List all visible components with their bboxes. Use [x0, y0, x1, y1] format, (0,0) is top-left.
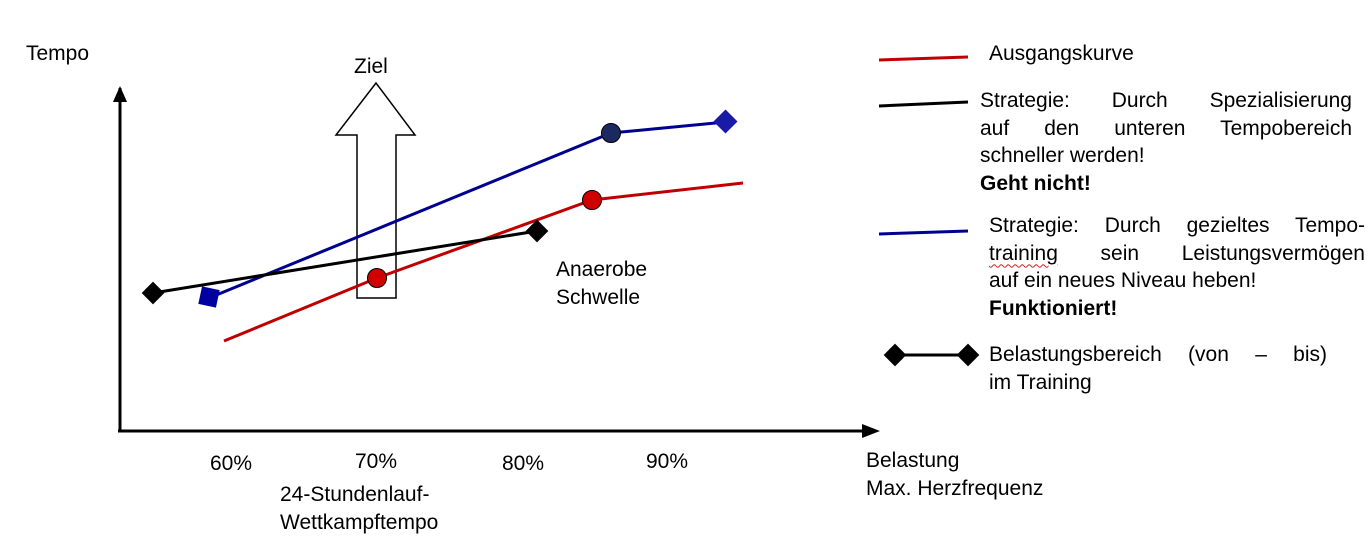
red-circle-marker-lower: [367, 268, 387, 288]
legend-strategy-blue-line2: training sein Leistungsvermögen: [989, 240, 1365, 268]
threshold-label-line2: Schwelle: [556, 286, 641, 309]
legend-strategy-black-line3: schneller werden!: [980, 144, 1145, 167]
x-tick-label: 80%: [502, 452, 545, 475]
red-circle-marker-upper: [582, 190, 602, 210]
y-axis-arrowhead: [113, 86, 127, 102]
y-axis-label: Tempo: [26, 42, 90, 65]
x-axis-arrowhead: [862, 424, 880, 438]
legend-strategy-blue: Strategie: Durch gezieltes Tempo- traini…: [989, 212, 1365, 322]
baseline-curve: [223, 181, 744, 343]
legend-swatch-black: [878, 100, 969, 108]
legend-range-diamond-left: [883, 343, 907, 367]
x-tick-label: 70%: [355, 450, 398, 473]
legend-range-line1: Belastungsbereich (von – bis): [989, 343, 1327, 366]
x-axis-label-line1: Belastung: [866, 449, 960, 472]
race-pace-label-line2: Wettkampftempo: [280, 511, 439, 534]
legend-range-line2: im Training: [989, 370, 1092, 394]
goal-label: Ziel: [354, 55, 388, 78]
legend-strategy-blue-line2-word: training: [989, 241, 1058, 265]
legend-strategy-black-line1: Strategie: Durch Spezialisierung: [980, 89, 1352, 112]
blue-diamond-marker: [713, 109, 738, 134]
legend-range-diamond-right: [956, 343, 980, 367]
x-axis-label-line2: Max. Herzfrequenz: [866, 477, 1044, 500]
dark-blue-circle-marker: [601, 123, 621, 143]
legend-swatch-blue: [878, 229, 969, 236]
x-tick-label: 90%: [646, 450, 689, 473]
x-tick-label: 60%: [210, 452, 253, 475]
black-diamond-marker-left: [141, 281, 165, 305]
legend-swatch-baseline: [878, 55, 969, 62]
threshold-label-line1: Anaerobe: [556, 258, 648, 281]
legend-range: Belastungsbereich (von – bis) im Trainin…: [989, 341, 1327, 396]
strategy-black-line: [152, 229, 538, 295]
legend-strategy-blue-line2-rest: sein Leistungsvermögen: [1057, 241, 1365, 265]
legend-strategy-blue-line3: auf ein neues Niveau heben!: [989, 269, 1257, 292]
race-pace-label-line1: 24-Stundenlauf-: [280, 483, 430, 506]
legend-strategy-blue-verdict: Funktioniert!: [989, 296, 1118, 320]
blue-square-marker: [198, 286, 220, 308]
legend-strategy-black-verdict: Geht nicht!: [980, 171, 1091, 195]
legend-strategy-black-line2: auf den unteren Tempobereich: [980, 116, 1352, 140]
legend-strategy-black: Strategie: Durch Spezialisierung auf den…: [980, 87, 1352, 197]
goal-arrow: [334, 81, 417, 299]
legend-baseline-label: Ausgangskurve: [989, 42, 1134, 65]
legend-strategy-blue-line1: Strategie: Durch gezieltes Tempo-: [989, 214, 1365, 237]
